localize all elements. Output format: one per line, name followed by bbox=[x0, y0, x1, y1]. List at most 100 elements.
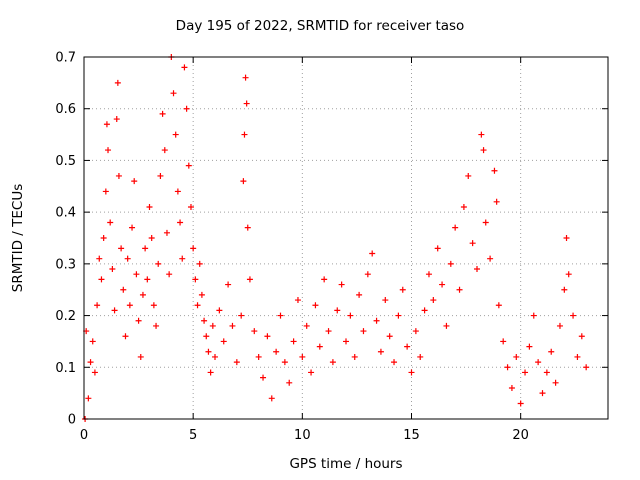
data-point bbox=[478, 131, 485, 138]
data-point bbox=[205, 348, 212, 355]
data-point bbox=[430, 297, 437, 304]
data-point bbox=[190, 245, 197, 252]
data-point bbox=[351, 353, 358, 360]
x-tick-label: 20 bbox=[512, 428, 529, 443]
y-tick-label: 0.6 bbox=[55, 102, 76, 117]
data-point bbox=[334, 307, 341, 314]
data-point bbox=[268, 395, 275, 402]
data-point bbox=[465, 172, 472, 179]
data-point bbox=[500, 338, 507, 345]
data-point bbox=[133, 271, 140, 278]
data-point bbox=[166, 271, 173, 278]
data-point bbox=[177, 219, 184, 226]
data-point bbox=[194, 302, 201, 309]
data-point bbox=[111, 307, 118, 314]
data-point bbox=[277, 312, 284, 319]
data-point bbox=[240, 178, 247, 185]
data-point bbox=[469, 240, 476, 247]
data-point bbox=[146, 203, 153, 210]
data-point bbox=[129, 224, 136, 231]
data-point bbox=[105, 147, 112, 154]
data-point bbox=[561, 286, 568, 293]
data-point bbox=[120, 286, 127, 293]
data-point bbox=[209, 322, 216, 329]
y-tick-label: 0.4 bbox=[55, 206, 76, 221]
data-point bbox=[504, 364, 511, 371]
data-point bbox=[460, 203, 467, 210]
data-point bbox=[552, 379, 559, 386]
data-point bbox=[316, 343, 323, 350]
data-point bbox=[203, 333, 210, 340]
y-tick-label: 0.3 bbox=[55, 257, 76, 272]
data-point bbox=[493, 198, 500, 205]
data-point bbox=[148, 235, 155, 241]
data-point bbox=[159, 110, 166, 117]
plot-frame bbox=[83, 56, 609, 420]
data-point bbox=[216, 307, 223, 314]
data-point bbox=[207, 369, 214, 376]
data-point bbox=[338, 281, 345, 288]
data-point bbox=[299, 353, 306, 360]
data-point bbox=[185, 162, 192, 169]
x-axis-label: GPS time / hours bbox=[289, 456, 403, 472]
data-point bbox=[281, 359, 288, 366]
data-point bbox=[474, 266, 480, 273]
data-point bbox=[443, 322, 450, 329]
data-point bbox=[439, 281, 446, 288]
data-point bbox=[412, 328, 419, 335]
data-point bbox=[98, 276, 105, 283]
data-point bbox=[192, 276, 199, 283]
data-point bbox=[238, 312, 245, 319]
data-point bbox=[122, 333, 129, 340]
data-point bbox=[131, 178, 138, 185]
data-point bbox=[364, 271, 371, 278]
data-point bbox=[377, 348, 384, 355]
data-point bbox=[126, 302, 133, 309]
data-point bbox=[482, 219, 489, 226]
data-point bbox=[526, 343, 533, 350]
data-point bbox=[220, 338, 227, 345]
data-point bbox=[360, 328, 367, 335]
data-point bbox=[114, 79, 121, 86]
data-point bbox=[89, 338, 96, 345]
data-point bbox=[563, 235, 570, 241]
data-point bbox=[391, 359, 398, 366]
data-point bbox=[325, 328, 332, 335]
data-point bbox=[452, 224, 459, 231]
data-point bbox=[583, 364, 590, 371]
data-point bbox=[408, 369, 415, 376]
data-point bbox=[183, 105, 190, 112]
chart-title: Day 195 of 2022, SRMTID for receiver tas… bbox=[175, 18, 465, 34]
data-point bbox=[290, 338, 297, 345]
data-point bbox=[124, 255, 131, 262]
data-point bbox=[421, 307, 428, 314]
y-tick-label: 0.1 bbox=[55, 361, 76, 376]
data-point bbox=[246, 276, 253, 283]
data-point bbox=[491, 167, 498, 174]
data-point bbox=[187, 203, 194, 210]
data-point bbox=[163, 229, 170, 236]
data-point bbox=[100, 235, 107, 241]
data-point bbox=[102, 188, 109, 195]
data-point bbox=[347, 312, 354, 319]
data-point bbox=[456, 286, 463, 293]
data-point bbox=[273, 348, 280, 355]
data-point bbox=[382, 297, 389, 304]
data-point bbox=[294, 297, 301, 304]
data-point bbox=[118, 245, 125, 252]
data-point bbox=[404, 343, 411, 350]
data-point bbox=[103, 121, 110, 128]
data-point bbox=[329, 359, 336, 366]
data-point bbox=[113, 116, 120, 123]
data-point bbox=[174, 188, 181, 195]
data-point bbox=[517, 400, 524, 407]
data-point bbox=[373, 317, 380, 324]
grid-lines bbox=[84, 57, 608, 419]
data-point bbox=[312, 302, 319, 309]
data-point bbox=[395, 312, 402, 319]
data-point bbox=[556, 322, 563, 329]
y-tick-label: 0 bbox=[68, 413, 76, 428]
data-point bbox=[241, 131, 248, 138]
data-point bbox=[251, 328, 258, 335]
